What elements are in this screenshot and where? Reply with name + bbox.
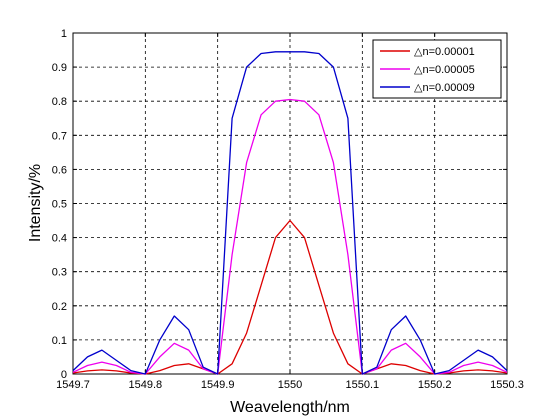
y-tick-label: 0.9 xyxy=(52,62,67,74)
y-axis-title: Intensity/% xyxy=(27,164,44,242)
y-tick-label: 0.4 xyxy=(52,233,67,245)
x-tick-label: 1549.8 xyxy=(129,379,163,391)
y-tick-label: 0.6 xyxy=(52,164,67,176)
y-tick-label: 0.8 xyxy=(52,96,67,108)
y-tick-label: 0.5 xyxy=(52,199,67,211)
y-tick-label: 0.7 xyxy=(52,130,67,142)
grid-lines xyxy=(73,33,507,374)
x-tick-label: 1550.1 xyxy=(346,379,380,391)
y-tick-label: 0.1 xyxy=(52,335,67,347)
y-tick-label: 1 xyxy=(61,28,67,40)
x-tick-label: 1549.7 xyxy=(56,379,90,391)
legend-label-3: △n=0.00009 xyxy=(414,82,475,94)
y-tick-labels: 0 0.1 0.2 0.3 0.4 0.5 0.6 0.7 0.8 0.9 1 xyxy=(52,28,67,381)
y-tick-label: 0.3 xyxy=(52,267,67,279)
x-tick-label: 1550.3 xyxy=(490,379,524,391)
y-tick-label: 0.2 xyxy=(52,301,67,313)
x-axis-title: Weavelength/nm xyxy=(230,399,350,416)
axis-ticks xyxy=(72,32,508,375)
y-tick-label: 0 xyxy=(61,369,67,381)
x-tick-label: 1550 xyxy=(278,379,302,391)
x-tick-labels: 1549.7 1549.8 1549.9 1550 1550.1 1550.2 1550.3 xyxy=(56,379,524,391)
series-line-3 xyxy=(72,51,508,375)
legend-label-1: △n=0.00001 xyxy=(414,46,475,58)
legend-label-2: △n=0.00005 xyxy=(414,64,475,76)
legend: △n=0.00001 △n=0.00005 △n=0.00009 xyxy=(372,39,502,99)
x-tick-label: 1549.9 xyxy=(201,379,235,391)
data-series xyxy=(72,51,508,375)
x-tick-label: 1550.2 xyxy=(418,379,452,391)
